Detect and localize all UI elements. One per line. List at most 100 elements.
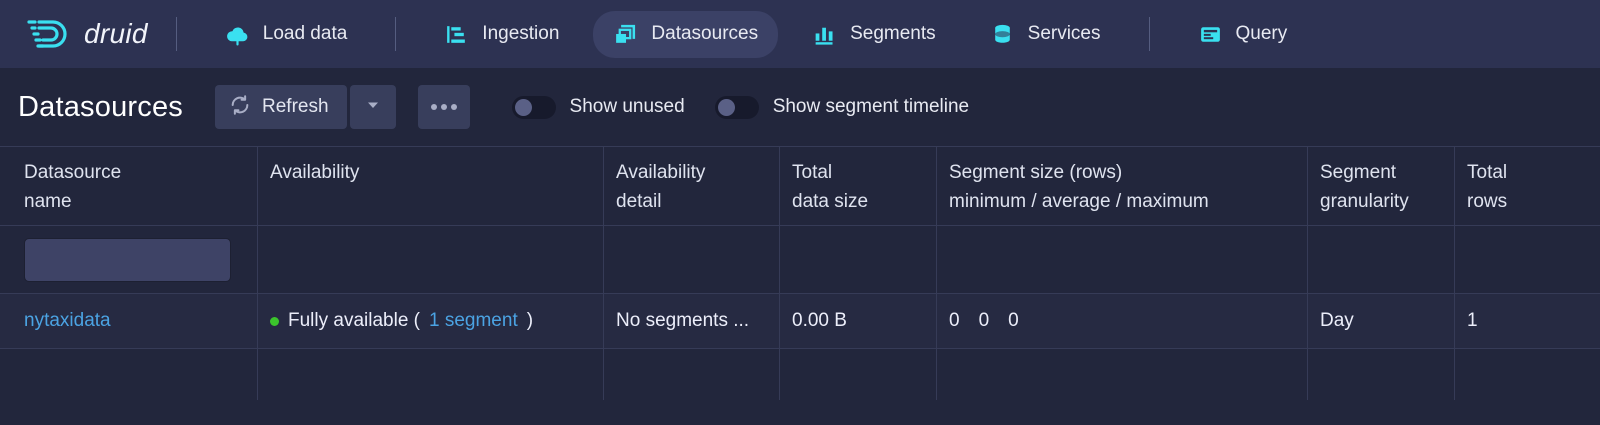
table-empty-row xyxy=(0,348,1600,400)
nav-divider-2 xyxy=(395,17,397,51)
cell-availability: Fully available ( 1 segment) xyxy=(257,294,603,348)
availability-value: Fully available ( 1 segment) xyxy=(270,310,533,332)
more-dot-1 xyxy=(430,104,437,110)
refresh-button[interactable]: Refresh xyxy=(215,85,347,129)
cell-segment-size: 0 0 0 xyxy=(936,294,1307,348)
column-header-total-rows[interactable]: Total rows xyxy=(1454,147,1600,225)
brand-name: druid xyxy=(84,18,148,49)
header-line-2: detail xyxy=(616,191,662,213)
header-line-2: data size xyxy=(792,191,869,213)
cell-segment-granularity: Day xyxy=(1307,294,1454,348)
segment-size-min: 0 xyxy=(949,310,960,331)
ingestion-icon xyxy=(444,22,469,47)
header-line-2: minimum / average / maximum xyxy=(949,191,1209,213)
header-line-1: Availability xyxy=(270,162,360,183)
toggle-knob xyxy=(717,98,735,116)
table-filter-row xyxy=(0,225,1600,293)
filter-cell-segment-granularity xyxy=(1307,226,1454,293)
segment-granularity-value: Day xyxy=(1320,310,1354,331)
refresh-icon xyxy=(229,94,251,121)
nav-item-load-data[interactable]: Load data xyxy=(205,11,368,58)
query-icon xyxy=(1198,22,1223,47)
more-options-button[interactable] xyxy=(417,85,470,129)
filter-cell-total-data-size xyxy=(779,226,936,293)
nav-label-services: Services xyxy=(1027,23,1101,44)
nav-divider-3 xyxy=(1148,17,1150,51)
column-header-datasource-name[interactable]: Datasource name xyxy=(0,147,257,225)
header-line-2: name xyxy=(24,191,72,213)
header-line-1: Datasource xyxy=(24,162,122,183)
header-line-1: Total xyxy=(1467,162,1508,183)
druid-logo-icon xyxy=(26,17,70,51)
page-title: Datasources xyxy=(18,90,183,123)
datasource-name-link[interactable]: nytaxidata xyxy=(24,310,111,331)
segments-icon xyxy=(812,22,837,47)
show-segment-timeline-toggle-wrap: Show segment timeline xyxy=(714,95,970,119)
filter-cell-total-rows xyxy=(1454,226,1600,293)
datasources-table: Datasource name Availability Availabilit… xyxy=(0,146,1600,400)
show-unused-toggle-wrap: Show unused xyxy=(511,95,685,119)
filter-cell-availability xyxy=(257,226,603,293)
empty-cell xyxy=(779,349,936,400)
nav-label-ingestion: Ingestion xyxy=(482,23,560,44)
header-line-1: Segment xyxy=(1320,162,1397,183)
table-row[interactable]: nytaxidata Fully available ( 1 segment) N… xyxy=(0,293,1600,348)
header-line-1: Segment size (rows) xyxy=(949,162,1123,183)
header-line-2: rows xyxy=(1467,191,1508,213)
datasource-name-filter-input[interactable] xyxy=(24,237,231,282)
empty-cell xyxy=(1454,349,1600,400)
cell-availability-detail: No segments ... xyxy=(603,294,779,348)
show-segment-timeline-label: Show segment timeline xyxy=(772,96,970,117)
chevron-down-icon xyxy=(365,97,381,118)
nav-label-datasources: Datasources xyxy=(651,23,759,44)
availability-status-text: Fully available ( xyxy=(288,310,420,331)
empty-cell xyxy=(603,349,779,400)
show-unused-label: Show unused xyxy=(569,96,685,117)
cell-total-data-size: 0.00 B xyxy=(779,294,936,348)
total-rows-value: 1 xyxy=(1467,310,1478,331)
empty-cell xyxy=(1307,349,1454,400)
empty-cell xyxy=(257,349,603,400)
filter-cell-segment-size xyxy=(936,226,1307,293)
show-segment-timeline-toggle[interactable] xyxy=(714,95,759,119)
filter-cell-availability-detail xyxy=(603,226,779,293)
column-header-availability-detail[interactable]: Availability detail xyxy=(603,147,779,225)
toggle-knob xyxy=(514,98,532,116)
segment-size-values: 0 0 0 xyxy=(949,310,1019,332)
column-header-segment-granularity[interactable]: Segment granularity xyxy=(1307,147,1454,225)
column-header-availability[interactable]: Availability xyxy=(257,147,603,225)
segment-size-max: 0 xyxy=(1008,310,1019,331)
nav-label-segments: Segments xyxy=(850,23,936,44)
services-icon xyxy=(990,22,1015,47)
empty-cell xyxy=(936,349,1307,400)
nav-label-query: Query xyxy=(1235,23,1288,44)
druid-brand[interactable]: druid xyxy=(26,17,148,51)
refresh-label: Refresh xyxy=(262,96,329,117)
more-dot-2 xyxy=(440,104,447,110)
show-unused-toggle[interactable] xyxy=(511,95,556,119)
availability-detail-text: No segments ... xyxy=(616,310,750,331)
nav-item-datasources[interactable]: Datasources xyxy=(593,10,779,58)
more-dot-3 xyxy=(450,104,457,110)
nav-item-ingestion[interactable]: Ingestion xyxy=(424,11,579,58)
top-navbar: druid Load data Ingestion xyxy=(0,0,1600,68)
cell-datasource-name: nytaxidata xyxy=(0,294,257,348)
nav-item-segments[interactable]: Segments xyxy=(792,11,956,58)
empty-cell xyxy=(0,349,257,400)
refresh-button-group: Refresh xyxy=(215,85,396,129)
table-header-row: Datasource name Availability Availabilit… xyxy=(0,147,1600,225)
nav-item-query[interactable]: Query xyxy=(1178,11,1308,58)
availability-status-close: ) xyxy=(526,310,534,331)
header-line-1: Availability xyxy=(616,162,706,183)
datasources-toolbar: Datasources Refresh xyxy=(0,68,1600,146)
header-line-2: granularity xyxy=(1320,191,1409,213)
column-header-total-data-size[interactable]: Total data size xyxy=(779,147,936,225)
refresh-dropdown-button[interactable] xyxy=(349,85,396,129)
total-data-size-value: 0.00 B xyxy=(792,310,847,331)
cell-total-rows: 1 xyxy=(1454,294,1600,348)
nav-item-services[interactable]: Services xyxy=(970,11,1121,58)
column-header-segment-size[interactable]: Segment size (rows) minimum / average / … xyxy=(936,147,1307,225)
header-line-1: Total xyxy=(792,162,833,183)
availability-segments-link[interactable]: 1 segment xyxy=(429,310,518,331)
nav-divider-1 xyxy=(175,17,177,51)
